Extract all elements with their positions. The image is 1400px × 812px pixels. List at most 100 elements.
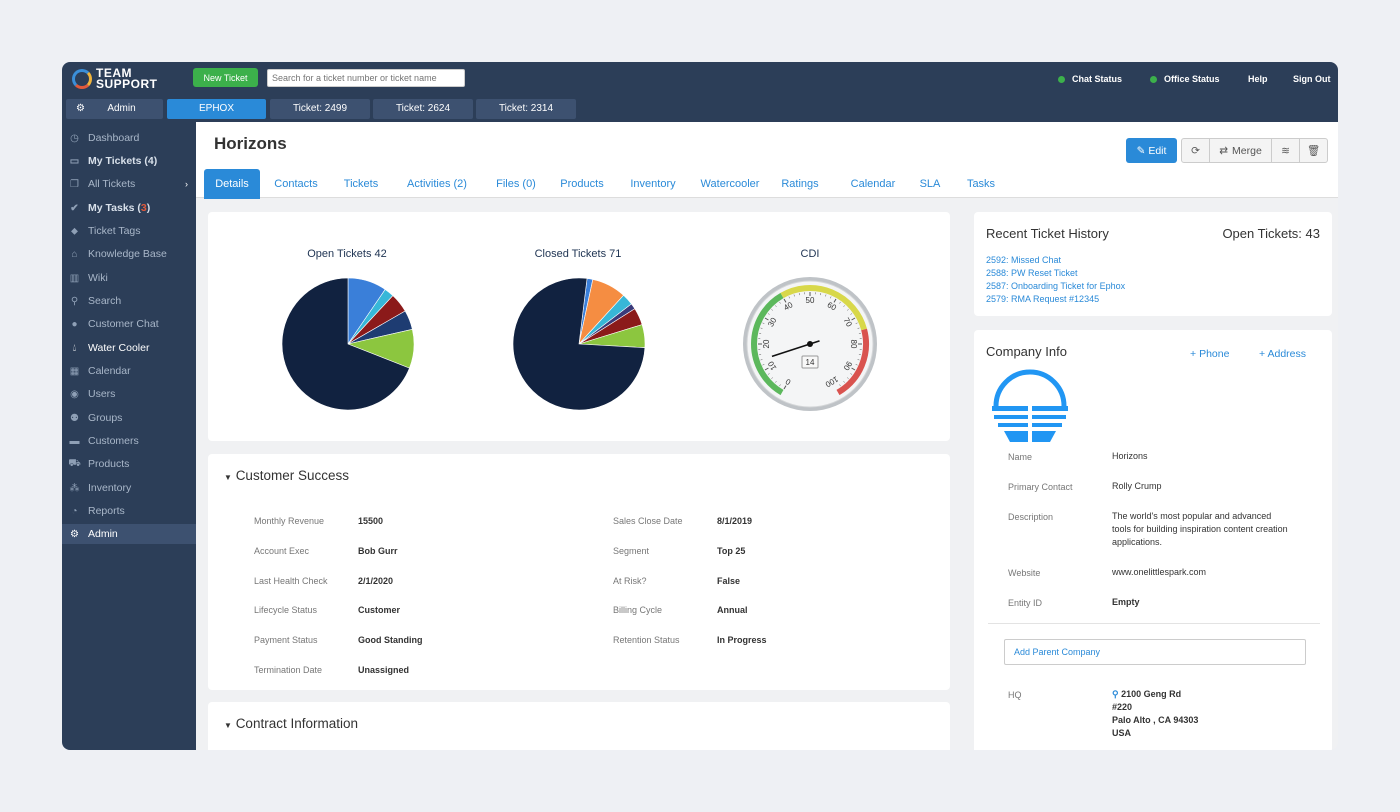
tab-files[interactable]: Files (0) [496,178,536,190]
tab-contacts[interactable]: Contacts [274,178,318,190]
tab-ephox[interactable]: EPHOX [167,99,266,119]
pie-slice[interactable] [281,277,410,411]
tab-activities[interactable]: Activities (2) [407,178,467,190]
open-tickets-count: Open Tickets: 43 [1222,226,1320,241]
gauge-tick [783,385,787,390]
gauge-tick [771,377,774,379]
plus-icon: + [1259,348,1266,360]
recent-ticket-history-card: Recent Ticket History Open Tickets: 43 2… [974,212,1332,316]
closed-tickets-pie-chart [512,277,646,411]
caret-down-icon: ▼ [224,721,232,730]
add-phone-link[interactable]: + Phone [1190,348,1230,360]
gauge-value-box [801,355,819,369]
company-info-title: Company Info [986,344,1067,359]
contract-information-title[interactable]: ▼ Contract Information [224,716,358,731]
gauge-tick [850,373,853,375]
company-info-card: Company Info + Phone + Address Name Hori… [974,330,1332,750]
gauge-tick-label: 80 [849,340,858,349]
primary-contact-label: Primary Contact [1008,482,1073,492]
sidebar-item-customers[interactable]: ▬ Customers [69,435,139,447]
gauge-tick [855,322,858,324]
office-status-label: Office Status [1164,74,1220,84]
cs-right-field-label: Sales Close Date [613,516,683,526]
sidebar-item-my-tickets[interactable]: ▭ My Tickets (4) [69,155,158,167]
tab-ticket-2314[interactable]: Ticket: 2314 [476,99,576,119]
pie-slice[interactable] [512,277,646,411]
name-label: Name [1008,452,1033,462]
cart-icon: ⛟ [68,457,81,469]
sidebar-item-water-cooler[interactable]: 💧︎ Water Cooler [62,338,196,358]
cs-right-field-value: Top 25 [717,545,746,556]
sidebar-item-inventory[interactable]: ⁂ Inventory [69,482,132,494]
hq-address[interactable]: ⚲ 2100 Geng Rd #220 Palo Alto , CA 94303… [1112,689,1199,738]
history-link[interactable]: 2588: PW Reset Ticket [986,268,1078,278]
sidebar-item-calendar[interactable]: ▦ Calendar [69,365,131,377]
cs-right-field-value: In Progress [717,635,767,646]
history-link[interactable]: 2579: RMA Request #12345 [986,294,1100,304]
tab-products[interactable]: Products [560,178,604,190]
history-link[interactable]: 2592: Missed Chat [986,255,1062,265]
sidebar-item-search[interactable]: ⚲ Search [62,291,196,311]
sidebar-item-reports[interactable]: ◔ Reports [62,501,196,521]
description-value: The world's most popular and advanced to… [1112,511,1288,547]
sidebar: ◷ Dashboard ▭ My Tickets (4) ❐ All Tickets ›… [62,122,196,750]
refresh-button[interactable]: ⟳ [1181,138,1210,163]
tab-details[interactable]: Details [204,169,260,199]
sidebar-item-admin[interactable]: ⚙ Admin [62,524,196,544]
pencil-icon: ✎ [1136,144,1146,157]
help-link[interactable]: Help [1248,74,1268,84]
sidebar-item-products[interactable]: ⛟ Products [68,457,130,471]
calendar-icon: ▦ [69,365,80,377]
website-value[interactable]: www.onelittlespark.com [1112,567,1207,577]
book-icon: ▥ [69,272,80,284]
tab-ticket-2624[interactable]: Ticket: 2624 [373,99,473,119]
sidebar-item-groups[interactable]: ⚉ Groups [62,408,196,428]
sidebar-item-wiki[interactable]: ▥ Wiki [69,272,108,284]
tab-calendar[interactable]: Calendar [850,178,896,190]
tab-inventory[interactable]: Inventory [630,178,676,190]
add-address-link[interactable]: + Address [1259,348,1307,360]
tab-watercooler[interactable]: Watercooler [700,178,760,190]
sidebar-item-ticket-tags[interactable]: ⬥ Ticket Tags [62,221,196,241]
add-parent-company-button[interactable]: Add Parent Company [1004,639,1306,665]
office-status[interactable]: Office Status [1150,74,1220,84]
cs-left-field-label: Termination Date [254,665,323,675]
gauge-tick [764,367,769,371]
sidebar-item-my-tasks[interactable]: ✔ My Tasks (3) [62,198,196,218]
customer-success-title[interactable]: ▼ Customer Success [224,468,349,483]
sidebar-item-all-tickets[interactable]: ❐ All Tickets › [62,174,196,194]
gear-icon: ⚙ [70,528,79,540]
tab-sla[interactable]: SLA [919,178,941,190]
app-window: TEAM SUPPORT New Ticket Chat Status Offi… [62,62,1338,750]
history-link[interactable]: 2587: Onboarding Ticket for Ephox [986,281,1126,291]
new-ticket-button[interactable]: New Ticket [193,68,258,87]
gauge-tick [760,359,763,361]
dashboard-icon: ◷ [70,132,79,144]
sign-out-link[interactable]: Sign Out [1293,74,1331,84]
tab-tasks[interactable]: Tasks [966,178,996,190]
tickets-icon: ❐ [70,178,79,190]
gauge-hub [807,341,813,347]
rss-icon: ≋ [1281,144,1290,157]
merge-button[interactable]: ⇄ Merge [1209,138,1272,163]
gauge-tick [771,309,774,311]
gauge-tick [779,384,781,387]
tab-tickets[interactable]: Tickets [343,178,379,190]
tab-ratings[interactable]: Ratings [781,178,819,190]
gear-icon: ⚙ [76,103,85,114]
edit-button[interactable]: ✎ Edit [1126,138,1177,163]
sidebar-item-knowledge-base[interactable]: ⌂ Knowledge Base [62,244,196,264]
tab-ticket-2499[interactable]: Ticket: 2499 [270,99,370,119]
primary-contact-value[interactable]: Rolly Crump [1112,481,1162,491]
rss-button[interactable]: ≋ [1271,138,1300,163]
sidebar-item-users[interactable]: ◉ Users [62,384,196,404]
ticket-search-input[interactable] [267,69,465,87]
cs-left-field-value: Good Standing [358,635,423,646]
tab-admin[interactable]: ⚙ Admin [66,99,163,119]
teamsupport-logo[interactable]: TEAM SUPPORT [72,66,172,92]
delete-button[interactable]: 🗑︎ [1299,138,1328,163]
sidebar-item-customer-chat[interactable]: ● Customer Chat [62,314,196,334]
sidebar-item-dashboard[interactable]: ◷ Dashboard [62,128,196,148]
gauge-tick [788,296,790,299]
chat-status[interactable]: Chat Status [1058,74,1122,84]
